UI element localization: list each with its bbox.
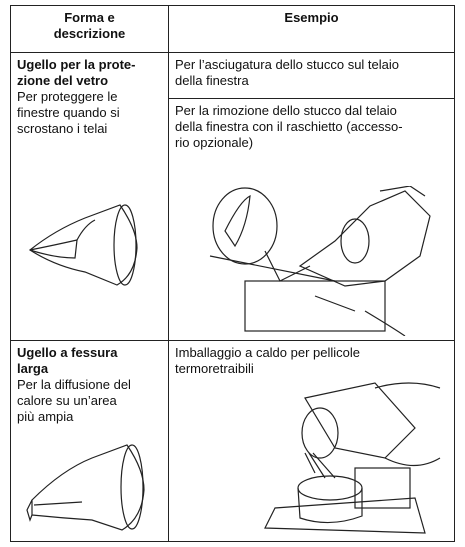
header-cell: Forma e descrizione [10, 5, 169, 53]
example-cell: Per l’asciugatura dello stucco sul telai… [168, 52, 455, 99]
example-text: Per la rimozione dello stucco dal telaio… [175, 103, 403, 150]
example-cell: Imballaggio a caldo per pellicole termor… [168, 340, 455, 542]
scraper-illustration [209, 186, 431, 336]
nozzle-description: Per proteggere le finestre quando si scr… [17, 89, 120, 136]
shrink-wrap-illustration [264, 382, 441, 534]
glass-nozzle-icon [28, 204, 138, 286]
nozzle-description: Per la diffusione del calore su un’area … [17, 377, 131, 424]
shape-cell: Ugello per la prote- zione del vetro Per… [10, 52, 169, 341]
header-cell: Esempio [168, 5, 455, 53]
shape-cell: Ugello a fessura larga Per la diffusione… [10, 340, 169, 542]
nozzle-title: Ugello per la prote- zione del vetro [17, 57, 136, 88]
nozzle-title: Ugello a fessura larga [17, 345, 118, 376]
slit-nozzle-icon [26, 444, 145, 531]
example-text: Imballaggio a caldo per pellicole termor… [175, 345, 361, 376]
